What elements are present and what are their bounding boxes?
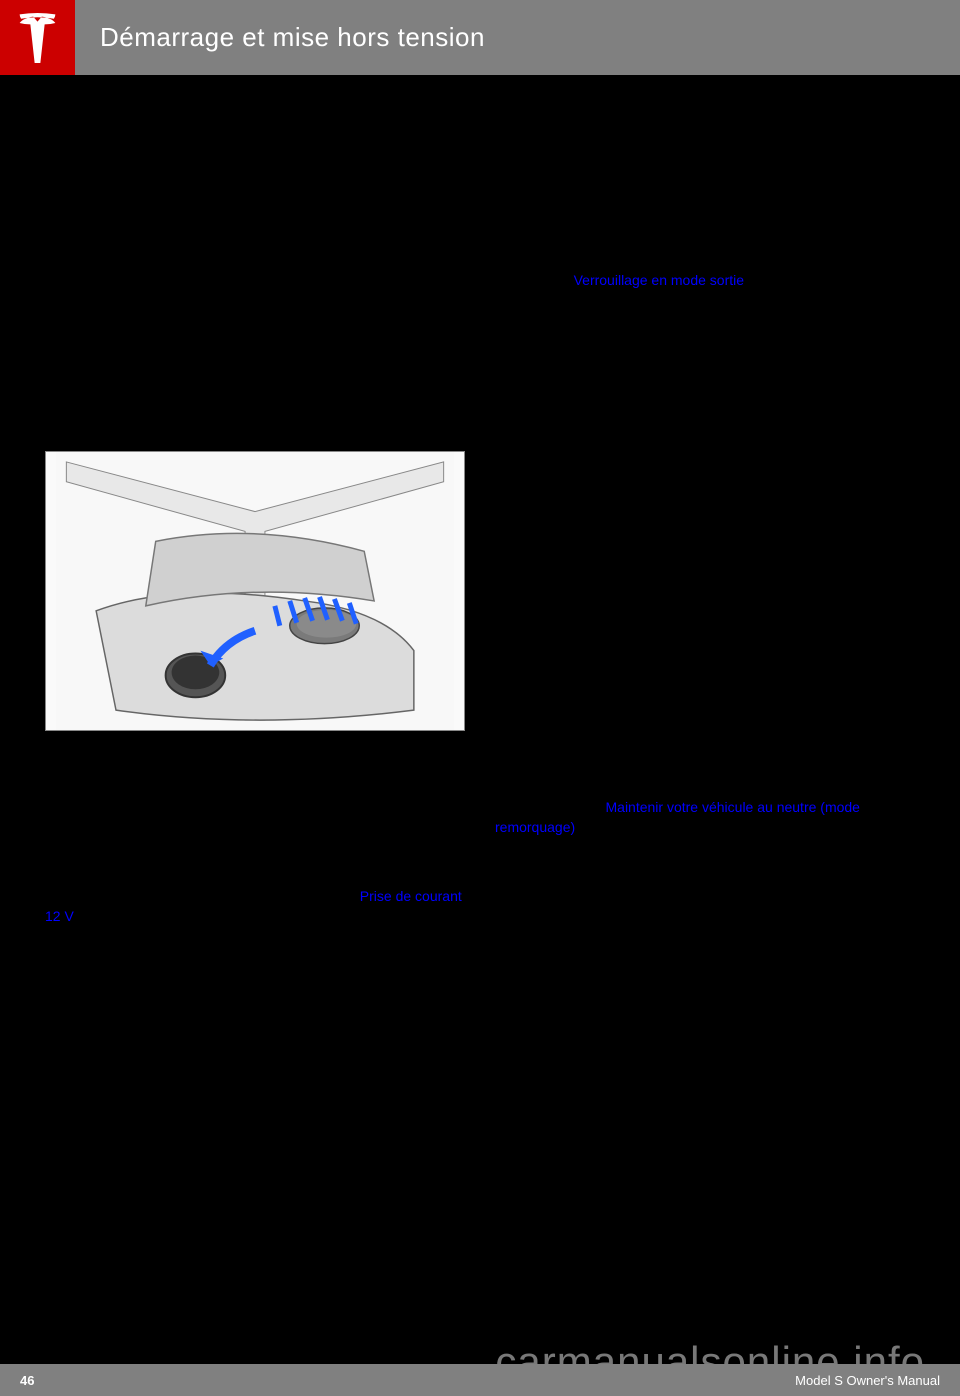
tesla-logo-icon [15, 13, 60, 63]
text: ), contactez Tesla. [74, 908, 187, 924]
content-area: Si Model S ne détecte pas une clé quand … [0, 75, 960, 1027]
figure-key-placement [45, 451, 465, 731]
remarque: Remarque : Pour éviter que votre véhicul… [495, 756, 915, 837]
para: Une fois votre trajet terminé, vous mett… [495, 148, 915, 290]
footer-bar: 46 Model S Owner's Manual [0, 1364, 960, 1396]
para: Si la clé est équipée d'une pile fonctio… [45, 308, 465, 430]
text: ). [575, 819, 584, 835]
para: Un certain nombre de facteurs peuvent af… [45, 743, 465, 926]
figure-illustration [46, 452, 464, 730]
text: Une fois votre trajet terminé, vous mett… [495, 150, 914, 288]
link-verrouillage[interactable]: Verrouillage en mode sortie [574, 272, 744, 288]
para: Lorsque vous quittez la Model S, emporte… [45, 936, 465, 1017]
left-column: Si Model S ne détecte pas une clé quand … [45, 105, 465, 1027]
doc-title: Model S Owner's Manual [795, 1373, 940, 1388]
para: Bien que cela ne soit généralement pas n… [495, 432, 915, 554]
remarque: Remarque : La Model S passe automatiquem… [495, 564, 915, 747]
tesla-logo [0, 0, 75, 75]
para: Si Model S ne détecte pas une clé quand … [45, 105, 465, 186]
text: ). [744, 272, 753, 288]
para: Si la clé n'est toujours pas détectée, r… [45, 196, 465, 297]
page-number: 46 [20, 1373, 34, 1388]
page-title: Démarrage et mise hors tension [100, 22, 485, 53]
right-column: Mise hors tension Une fois votre trajet … [495, 105, 915, 1027]
header-bar: Démarrage et mise hors tension [0, 0, 960, 75]
text: Un certain nombre de facteurs peuvent af… [45, 745, 464, 903]
para: La Model S se met également hors tension… [495, 300, 915, 422]
heading-mise-hors-tension: Mise hors tension [495, 113, 915, 136]
